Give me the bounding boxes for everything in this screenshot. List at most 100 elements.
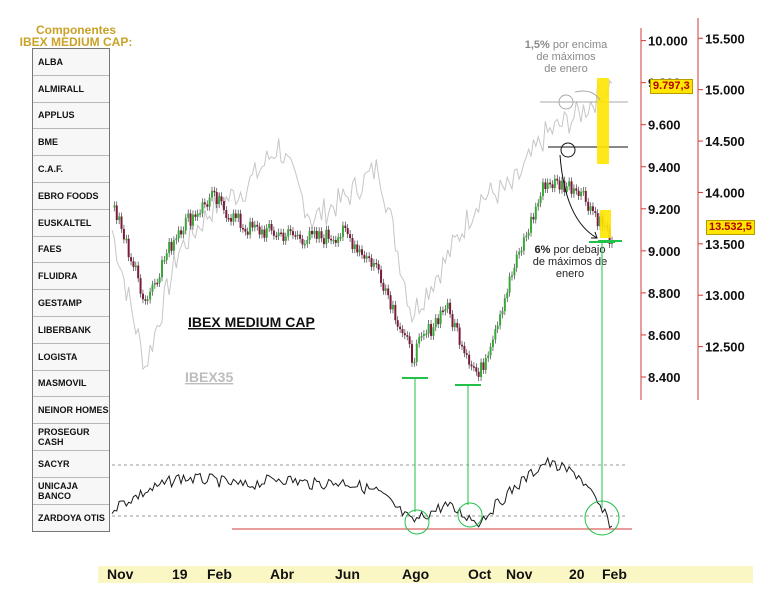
ibex35-last-value-tag: 9.797,3: [650, 79, 693, 94]
candle-body: [501, 310, 504, 315]
candle-body: [580, 191, 583, 197]
candle-body: [203, 202, 206, 205]
candle-body: [332, 239, 335, 242]
candle-body: [399, 326, 402, 330]
candle-body: [361, 249, 363, 255]
candle-body: [532, 216, 535, 220]
candle-body: [144, 299, 147, 301]
x-tick-label: Jun: [335, 566, 360, 582]
component-euskaltel: EUSKALTEL: [33, 209, 109, 237]
candle-body: [146, 299, 149, 302]
candle-body: [568, 181, 571, 187]
component-ebro-foods: EBRO FOODS: [33, 182, 109, 210]
left-axis-tick-label: 9.600: [648, 118, 681, 133]
candle-body: [508, 276, 511, 293]
candle-body: [480, 362, 483, 377]
x-tick-label: Ago: [402, 566, 430, 582]
candle-body: [565, 186, 568, 193]
component-logista: LOGISTA: [33, 343, 109, 371]
candle-body: [387, 288, 390, 296]
component-c-a-f-: C.A.F.: [33, 156, 109, 183]
candle-body: [356, 244, 359, 253]
candle-body: [439, 310, 442, 325]
candle-body: [425, 333, 428, 336]
component-almirall: ALMIRALL: [33, 75, 109, 103]
candle-body: [377, 264, 380, 270]
candle-body: [265, 228, 268, 238]
candle-body: [411, 344, 413, 363]
candle-body: [415, 343, 418, 362]
oscillator-low-circle: [584, 500, 620, 536]
x-tick-label: Feb: [207, 566, 232, 582]
candle-body: [365, 256, 368, 259]
candle-body: [441, 310, 444, 313]
candle-body: [134, 265, 137, 268]
candle-body: [313, 230, 316, 235]
candle-body: [161, 260, 163, 278]
medium-cap-drop-highlight: [600, 210, 611, 238]
right-axis-tick-label: 14.000: [705, 185, 745, 200]
candle-body: [201, 202, 204, 214]
candle-body: [453, 322, 456, 328]
candle-body: [506, 292, 509, 299]
candle-body: [477, 371, 480, 377]
candle-body: [391, 304, 394, 310]
candle-body: [487, 355, 490, 358]
candle-body: [594, 211, 597, 214]
candle-body: [396, 320, 399, 327]
candle-body: [382, 282, 385, 291]
components-title-line2: IBEX MEDIUM CAP:: [19, 35, 133, 49]
candle-body: [158, 277, 161, 283]
left-axis-tick-label: 9.000: [648, 244, 681, 259]
right-axis-tick-label: 12.500: [705, 340, 745, 355]
candle-body: [534, 206, 537, 220]
candle-body: [418, 337, 421, 344]
candle-body: [375, 262, 378, 265]
candle-body: [584, 190, 587, 202]
candle-body: [577, 190, 580, 197]
candle-body: [570, 181, 573, 194]
candle-body: [413, 361, 416, 364]
candle-body: [156, 282, 159, 285]
candle-body: [311, 230, 313, 235]
candle-body: [546, 182, 549, 190]
candle-body: [168, 241, 171, 254]
x-tick-label: Nov: [107, 566, 134, 582]
candle-body: [244, 228, 247, 232]
candle-body: [303, 243, 306, 246]
candle-body: [125, 238, 128, 241]
annotation-bold: 6%: [535, 244, 551, 256]
x-tick-label: Feb: [602, 566, 627, 582]
candle-body: [308, 230, 311, 241]
x-tick-label: 19: [172, 566, 188, 582]
medium-cap-high-circle: [560, 142, 576, 158]
candle-body: [496, 325, 499, 330]
annotation-bold: 1,5%: [525, 39, 550, 51]
candle-body: [537, 203, 540, 207]
candle-body: [199, 213, 202, 215]
candle-body: [334, 239, 337, 243]
candle-body: [406, 335, 409, 337]
candle-body: [346, 228, 349, 235]
candle-body: [249, 221, 252, 235]
component-sacyr: SACYR: [33, 450, 109, 478]
candle-body: [177, 230, 180, 239]
candle-body: [180, 230, 183, 235]
candle-body: [268, 224, 271, 229]
candle-body: [151, 284, 154, 292]
candle-body: [330, 238, 333, 241]
candle-body: [513, 267, 516, 276]
candle-body: [561, 180, 563, 190]
candle-body: [239, 213, 242, 228]
candle-body: [344, 225, 347, 229]
component-masmovil: MASMOVIL: [33, 370, 109, 398]
candle-body: [272, 230, 275, 236]
drop-arrowhead: [591, 231, 598, 239]
right-axis-tick-label: 14.500: [705, 134, 745, 149]
component-fluidra: FLUIDRA: [33, 263, 109, 291]
candle-body: [165, 253, 168, 261]
candle-body: [175, 238, 178, 241]
oscillator-low-circle: [457, 502, 483, 528]
candle-body: [370, 258, 373, 267]
candle-body: [351, 237, 354, 250]
